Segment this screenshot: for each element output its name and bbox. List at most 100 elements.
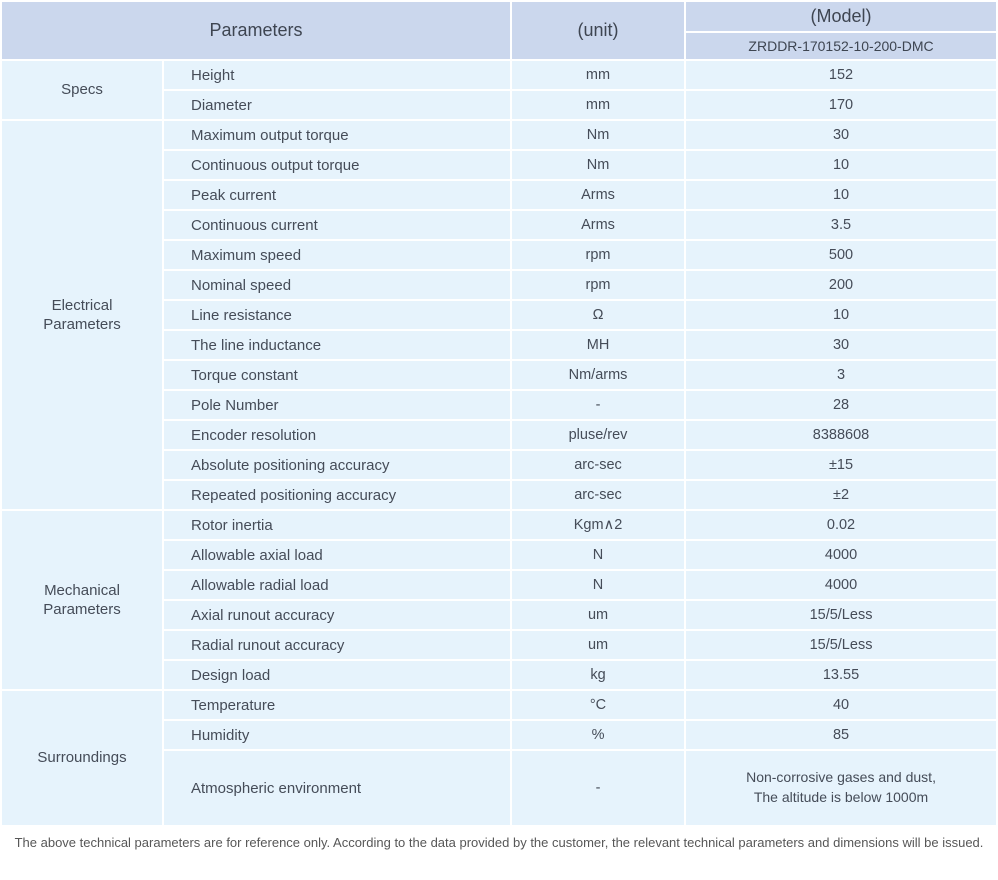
- value-cell: 10: [686, 301, 997, 329]
- header-unit: (unit): [512, 2, 685, 59]
- value-cell: 152: [686, 61, 997, 89]
- unit-cell: Nm: [512, 121, 685, 149]
- param-cell: Pole Number: [164, 391, 511, 419]
- param-cell: Continuous current: [164, 211, 511, 239]
- spec-table: Parameters (unit) (Model) ZRDDR-170152-1…: [2, 2, 997, 825]
- table-row: Nominal speed rpm 200: [2, 271, 997, 299]
- table-row: Pole Number - 28: [2, 391, 997, 419]
- table-row: Electrical Parameters Maximum output tor…: [2, 121, 997, 509]
- table-row: Peak current Arms 10: [2, 181, 997, 209]
- unit-cell: MH: [512, 331, 685, 359]
- param-cell: Design load: [164, 661, 511, 689]
- value-cell: 13.55: [686, 661, 997, 689]
- unit-cell: -: [512, 391, 685, 419]
- param-cell: Repeated positioning accuracy: [164, 481, 511, 509]
- unit-cell: -: [512, 751, 685, 825]
- table-row: Continuous output torque Nm 10: [2, 151, 997, 179]
- value-cell: 8388608: [686, 421, 997, 449]
- param-cell: Rotor inertia: [164, 511, 511, 539]
- param-cell: Humidity: [164, 721, 511, 749]
- table-row: The line inductance MH 30: [2, 331, 997, 359]
- unit-cell: Nm: [512, 151, 685, 179]
- param-cell: Encoder resolution: [164, 421, 511, 449]
- header-model-number: ZRDDR-170152-10-200-DMC: [686, 33, 997, 59]
- value-cell: 170: [686, 91, 997, 119]
- param-cell: Nominal speed: [164, 271, 511, 299]
- table-row: Design load kg 13.55: [2, 661, 997, 689]
- unit-cell: kg: [512, 661, 685, 689]
- table-row: Mechanical Parameters Rotor inertia Kgm∧…: [2, 511, 997, 689]
- unit-cell: mm: [512, 61, 685, 89]
- value-cell: 200: [686, 271, 997, 299]
- param-cell: Atmospheric environment: [164, 751, 511, 825]
- unit-cell: arc-sec: [512, 451, 685, 479]
- value-cell: ±2: [686, 481, 997, 509]
- param-cell: Peak current: [164, 181, 511, 209]
- unit-cell: pluse/rev: [512, 421, 685, 449]
- value-cell: 0.02: [686, 511, 997, 539]
- unit-cell: rpm: [512, 271, 685, 299]
- unit-cell: Nm/arms: [512, 361, 685, 389]
- unit-cell: rpm: [512, 241, 685, 269]
- table-row: Surroundings Temperature °C 40: [2, 691, 997, 825]
- table-row: Atmospheric environment - Non-corrosive …: [2, 751, 997, 825]
- header-model: (Model): [686, 2, 997, 31]
- unit-cell: Kgm∧2: [512, 511, 685, 539]
- value-cell: 30: [686, 121, 997, 149]
- unit-cell: Arms: [512, 211, 685, 239]
- header-row-model: ZRDDR-170152-10-200-DMC: [2, 33, 997, 59]
- unit-cell: um: [512, 631, 685, 659]
- param-cell: Absolute positioning accuracy: [164, 451, 511, 479]
- header-row-top: Parameters (unit) (Model): [2, 2, 997, 59]
- param-cell: Radial runout accuracy: [164, 631, 511, 659]
- param-cell: Maximum speed: [164, 241, 511, 269]
- value-cell: 40: [686, 691, 997, 719]
- table-row: Axial runout accuracy um 15/5/Less: [2, 601, 997, 629]
- unit-cell: °C: [512, 691, 685, 719]
- param-cell: Diameter: [164, 91, 511, 119]
- value-cell: 15/5/Less: [686, 601, 997, 629]
- table-row: Line resistance Ω 10: [2, 301, 997, 329]
- value-cell: 85: [686, 721, 997, 749]
- table-row: Continuous current Arms 3.5: [2, 211, 997, 239]
- param-cell: Allowable radial load: [164, 571, 511, 599]
- param-cell: Maximum output torque: [164, 121, 511, 149]
- unit-cell: um: [512, 601, 685, 629]
- group-cell-specs: Specs: [2, 61, 162, 119]
- param-cell: Height: [164, 61, 511, 89]
- value-cell: 3.5: [686, 211, 997, 239]
- param-cell: Temperature: [164, 691, 511, 719]
- unit-cell: Arms: [512, 181, 685, 209]
- param-cell: Allowable axial load: [164, 541, 511, 569]
- header-parameters: Parameters: [2, 2, 511, 59]
- value-cell: 30: [686, 331, 997, 359]
- param-cell: Continuous output torque: [164, 151, 511, 179]
- table-row: Specs Height mm 152: [2, 61, 997, 119]
- unit-cell: Ω: [512, 301, 685, 329]
- table-row: Humidity % 85: [2, 721, 997, 749]
- value-cell: Non-corrosive gases and dust, The altitu…: [686, 751, 997, 825]
- table-row: Absolute positioning accuracy arc-sec ±1…: [2, 451, 997, 479]
- unit-cell: %: [512, 721, 685, 749]
- value-cell: 4000: [686, 571, 997, 599]
- value-cell: 500: [686, 241, 997, 269]
- group-cell-surroundings: Surroundings: [2, 691, 162, 825]
- param-cell: Torque constant: [164, 361, 511, 389]
- table-row: Maximum speed rpm 500: [2, 241, 997, 269]
- table-row: Allowable axial load N 4000: [2, 541, 997, 569]
- group-cell-electrical-parameters: Electrical Parameters: [2, 121, 162, 509]
- param-cell: Axial runout accuracy: [164, 601, 511, 629]
- table-header: Parameters (unit) (Model) ZRDDR-170152-1…: [2, 2, 997, 59]
- value-cell: 4000: [686, 541, 997, 569]
- footer-note: The above technical parameters are for r…: [14, 835, 984, 850]
- table-row: Repeated positioning accuracy arc-sec ±2: [2, 481, 997, 509]
- value-cell: ±15: [686, 451, 997, 479]
- unit-cell: mm: [512, 91, 685, 119]
- group-cell-mechanical-parameters: Mechanical Parameters: [2, 511, 162, 689]
- table-row: Diameter mm 170: [2, 91, 997, 119]
- unit-cell: N: [512, 571, 685, 599]
- value-cell: 10: [686, 151, 997, 179]
- unit-cell: N: [512, 541, 685, 569]
- table-row: Encoder resolution pluse/rev 8388608: [2, 421, 997, 449]
- value-cell: 10: [686, 181, 997, 209]
